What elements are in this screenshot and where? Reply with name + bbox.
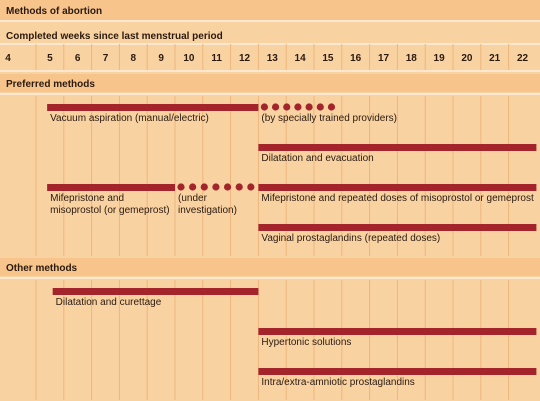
dot [223,183,232,191]
method-label: (by specially trained providers) [261,113,397,124]
week-label: 19 [434,53,446,64]
method-label: misoprostol (or gemeprost) [50,205,169,216]
section-heading: Other methods [6,263,78,274]
week-label: 17 [378,53,390,64]
weeks-heading: Completed weeks since last menstrual per… [6,31,223,42]
method-label: Vacuum aspiration (manual/electric) [50,113,209,124]
week-label: 15 [322,53,334,64]
week-label: 20 [461,53,473,64]
method-label: investigation) [178,205,237,216]
week-label: 18 [406,53,418,64]
dotted-range [177,183,255,191]
week-label: 11 [211,53,222,64]
dot [247,183,255,191]
title: Methods of abortion [6,6,102,17]
range-bar [258,328,537,335]
week-label: 7 [103,53,109,64]
dot [177,183,185,191]
range-bar [258,144,537,151]
dot [235,183,243,191]
week-label: 4 [5,53,11,64]
week-label: 9 [158,53,164,64]
method-label: (under [178,193,208,204]
dot [327,103,336,111]
method-label: Vaginal prostaglandins (repeated doses) [261,233,440,244]
dot [260,103,268,111]
week-label: 16 [350,53,362,64]
method-label: Hypertonic solutions [261,337,351,348]
method-label: Dilatation and evacuation [261,153,373,164]
method-label: Mifepristone and repeated doses of misop… [261,193,534,204]
range-bar [258,184,537,191]
week-label: 8 [131,53,137,64]
dot [189,183,197,191]
week-label: 13 [267,53,279,64]
range-bar [52,288,259,295]
section-band [0,74,540,92]
method-label: Mifepristone and [50,193,124,204]
range-bar [258,368,537,375]
dot [212,183,220,191]
dot [294,103,302,111]
range-bar [47,104,259,111]
dot [305,103,313,111]
week-label: 21 [489,53,501,64]
dot [271,103,280,111]
dot [200,183,208,191]
dot [316,103,324,111]
section-band [0,258,540,276]
dotted-range [260,103,336,111]
method-label: Dilatation and curettage [56,297,162,308]
title-band [0,0,540,20]
range-bar [47,184,176,191]
week-label: 10 [183,53,195,64]
week-label: 22 [517,53,529,64]
week-label: 14 [295,53,307,64]
method-label: Intra/extra-amniotic prostaglandins [261,377,414,388]
dot [283,103,291,111]
week-label: 12 [239,53,251,64]
week-label: 5 [47,53,53,64]
section-heading: Preferred methods [6,79,95,90]
week-label: 6 [75,53,81,64]
range-bar [258,224,537,231]
